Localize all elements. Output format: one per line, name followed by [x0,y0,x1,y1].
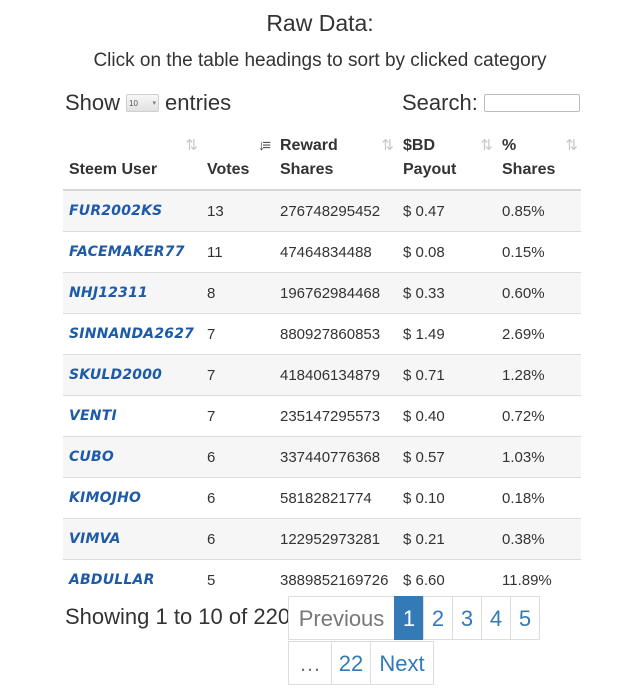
cell-steem-user: FACEMAKER77 [63,231,201,273]
cell-percent-shares: 0.60% [496,272,581,314]
cell-reward-shares: 880927860853 [274,313,397,355]
cell-percent-shares: 0.18% [496,477,581,519]
sort-both-icon: ⇅ [185,137,197,154]
cell-steem-user: CUBO [63,436,201,478]
chevron-down-icon: ▾ [152,100,157,107]
page-subtitle: Click on the table headings to sort by c… [93,50,547,71]
cell-steem-user: VIMVA [63,518,201,560]
table-row: SINNANDA2627 7 880927860853 $ 1.49 2.69% [63,313,581,355]
cell-votes: 7 [201,354,274,396]
entries-label: entries [165,90,232,115]
table-row: CUBO 6 337440776368 $ 0.57 1.03% [63,436,581,478]
table-header-row: ⇅ Steem User ↓≡ Votes ⇅ Reward Shares ⇅ … [63,128,581,191]
table-row: SKULD2000 7 418406134879 $ 0.71 1.28% [63,354,581,396]
cell-reward-shares: 122952973281 [274,518,397,560]
cell-percent-shares: 0.85% [496,189,581,232]
cell-sbd-payout: $ 0.21 [397,518,496,560]
page-button-5[interactable]: 5 [510,596,540,640]
column-header-votes[interactable]: ↓≡ Votes [201,128,274,191]
sort-descending-icon: ↓≡ [257,137,271,154]
raw-data-table: ⇅ Steem User ↓≡ Votes ⇅ Reward Shares ⇅ … [63,128,581,600]
cell-reward-shares: 3889852169726 [274,559,397,600]
cell-steem-user: KIMOJHO [63,477,201,519]
table-row: VIMVA 6 122952973281 $ 0.21 0.38% [63,518,581,560]
sort-both-icon: ⇅ [565,137,577,154]
page-button-4[interactable]: 4 [481,596,511,640]
cell-votes: 5 [201,559,274,600]
cell-steem-user: SINNANDA2627 [63,313,201,355]
cell-percent-shares: 0.38% [496,518,581,560]
sort-both-icon: ⇅ [381,137,393,154]
show-label: Show [65,90,121,115]
cell-votes: 6 [201,436,274,478]
table-row: FUR2002KS 13 276748295452 $ 0.47 0.85% [63,189,581,232]
sort-both-icon: ⇅ [480,137,492,154]
table-info-text: Showing 1 to 10 of 220 [65,604,290,629]
cell-sbd-payout: $ 0.71 [397,354,496,396]
cell-percent-shares: 2.69% [496,313,581,355]
cell-sbd-payout: $ 6.60 [397,559,496,600]
cell-votes: 7 [201,313,274,355]
cell-sbd-payout: $ 0.47 [397,189,496,232]
search-input[interactable] [483,94,580,112]
page-button-1[interactable]: 1 [394,596,424,640]
cell-votes: 13 [201,189,274,232]
cell-sbd-payout: $ 0.57 [397,436,496,478]
cell-votes: 11 [201,231,274,273]
entries-per-page-select[interactable]: 10 ▾ [126,94,160,112]
cell-reward-shares: 418406134879 [274,354,397,396]
search-label: Search: [402,90,478,115]
table-row: NHJ12311 8 196762984468 $ 0.33 0.60% [63,272,581,314]
table-row: ABDULLAR 5 3889852169726 $ 6.60 11.89% [63,559,581,600]
column-header-reward-shares[interactable]: ⇅ Reward Shares [274,128,397,191]
cell-sbd-payout: $ 0.10 [397,477,496,519]
column-header-percent-shares[interactable]: ⇅ % Shares [496,128,581,191]
cell-reward-shares: 276748295452 [274,189,397,232]
cell-votes: 6 [201,477,274,519]
cell-reward-shares: 337440776368 [274,436,397,478]
cell-steem-user: VENTI [63,395,201,437]
cell-steem-user: NHJ12311 [63,272,201,314]
page-button-22[interactable]: 22 [331,641,371,685]
cell-percent-shares: 11.89% [496,559,581,600]
cell-sbd-payout: $ 1.49 [397,313,496,355]
page-button-2[interactable]: 2 [423,596,453,640]
cell-votes: 6 [201,518,274,560]
cell-reward-shares: 235147295573 [274,395,397,437]
cell-steem-user: SKULD2000 [63,354,201,396]
cell-reward-shares: 47464834488 [274,231,397,273]
page-button-3[interactable]: 3 [452,596,482,640]
column-header-sbd-payout[interactable]: ⇅ $BD Payout [397,128,496,191]
cell-percent-shares: 1.28% [496,354,581,396]
cell-sbd-payout: $ 0.40 [397,395,496,437]
table-row: FACEMAKER77 11 47464834488 $ 0.08 0.15% [63,231,581,273]
cell-votes: 8 [201,272,274,314]
column-header-steem-user[interactable]: ⇅ Steem User [63,128,201,191]
cell-reward-shares: 196762984468 [274,272,397,314]
cell-percent-shares: 1.03% [496,436,581,478]
table-row: VENTI 7 235147295573 $ 0.40 0.72% [63,395,581,437]
cell-votes: 7 [201,395,274,437]
cell-sbd-payout: $ 0.33 [397,272,496,314]
page-title: Raw Data: [266,10,374,36]
table-row: KIMOJHO 6 58182821774 $ 0.10 0.18% [63,477,581,519]
cell-sbd-payout: $ 0.08 [397,231,496,273]
entries-selected-value: 10 [129,98,138,108]
next-page-button[interactable]: Next [370,641,434,685]
cell-percent-shares: 0.72% [496,395,581,437]
entries-length-control: Show 10 ▾ entries [65,90,231,116]
search-control: Search: [402,90,580,116]
cell-reward-shares: 58182821774 [274,477,397,519]
cell-steem-user: ABDULLAR [63,559,201,600]
previous-page-button[interactable]: Previous [288,596,395,640]
cell-steem-user: FUR2002KS [63,189,201,232]
pagination-ellipsis: … [288,641,332,685]
cell-percent-shares: 0.15% [496,231,581,273]
